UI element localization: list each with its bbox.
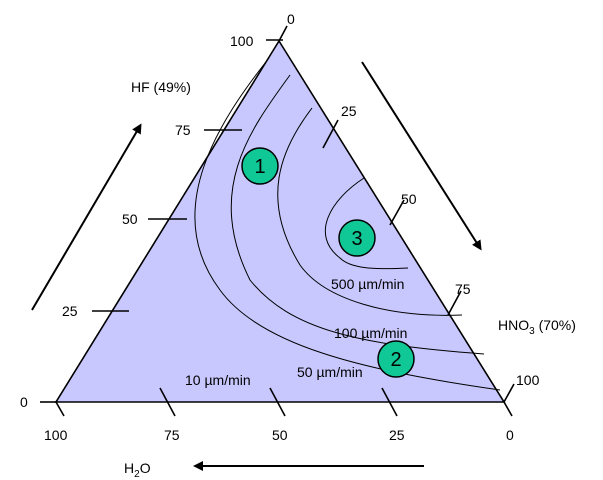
region-marker-2: 2 [377, 340, 415, 378]
bottom-edge-ticks [55, 387, 513, 417]
region-label-2: 2 [390, 349, 401, 371]
hno3-axis-label: HNO3 (70%) [498, 317, 576, 337]
contour-label-50: 50 µm/min [297, 364, 363, 380]
contour-100 [277, 107, 463, 316]
hf-axis-label: HF (49%) [131, 79, 191, 95]
contour-label-100: 100 µm/min [334, 325, 407, 341]
hno3-label-tail: (70%) [535, 317, 576, 333]
right-edge-ticks [278, 25, 515, 403]
left-tick-label-50: 50 [122, 211, 138, 227]
region-marker-3: 3 [338, 219, 376, 257]
h2o-axis-label: H2O [124, 460, 151, 480]
right-tick-label-0: 0 [287, 11, 295, 27]
right-edge-tick-labels: 0 25 50 75 100 [287, 11, 540, 388]
hno3-label-sub: 3 [529, 326, 535, 337]
h2o-label-main: H [124, 460, 134, 476]
left-tick-label-25: 25 [62, 303, 78, 319]
bottom-tick-label-0: 0 [506, 427, 514, 443]
bottom-tick-label-100: 100 [44, 427, 68, 443]
contour-50 [230, 74, 485, 355]
direction-arrows [31, 61, 482, 471]
hno3-label-main: HNO [498, 317, 529, 333]
contour-label-10: 10 µm/min [185, 372, 251, 388]
region-label-1: 1 [254, 156, 265, 178]
bottom-tick-label-25: 25 [389, 427, 405, 443]
region-marker-1: 1 [241, 147, 279, 185]
contour-lines [194, 57, 501, 391]
right-tick-label-50: 50 [401, 191, 417, 207]
hno3-direction-arrow [361, 61, 482, 251]
left-edge-ticks [40, 39, 283, 403]
left-tick-label-100: 100 [230, 33, 254, 49]
contour-labels: 10 µm/min 50 µm/min 100 µm/min 500 µm/mi… [185, 276, 407, 388]
bottom-tick-label-50: 50 [272, 427, 288, 443]
region-label-3: 3 [351, 228, 362, 250]
bottom-tick-label-75: 75 [164, 427, 180, 443]
left-tick-label-75: 75 [175, 122, 191, 138]
right-tick-label-100: 100 [516, 372, 540, 388]
right-tick-label-25: 25 [341, 103, 357, 119]
contour-label-500: 500 µm/min [331, 276, 404, 292]
h2o-label-sub: 2 [134, 469, 140, 480]
right-tick-label-75: 75 [455, 281, 471, 297]
h2o-label-tail: O [140, 460, 151, 476]
bottom-edge-tick-labels: 100 75 50 25 0 [44, 427, 514, 443]
contour-500 [324, 177, 409, 270]
left-edge-tick-labels: 0 25 50 75 100 [20, 33, 254, 410]
left-tick-label-0: 0 [20, 394, 28, 410]
hf-direction-arrow [31, 123, 142, 311]
